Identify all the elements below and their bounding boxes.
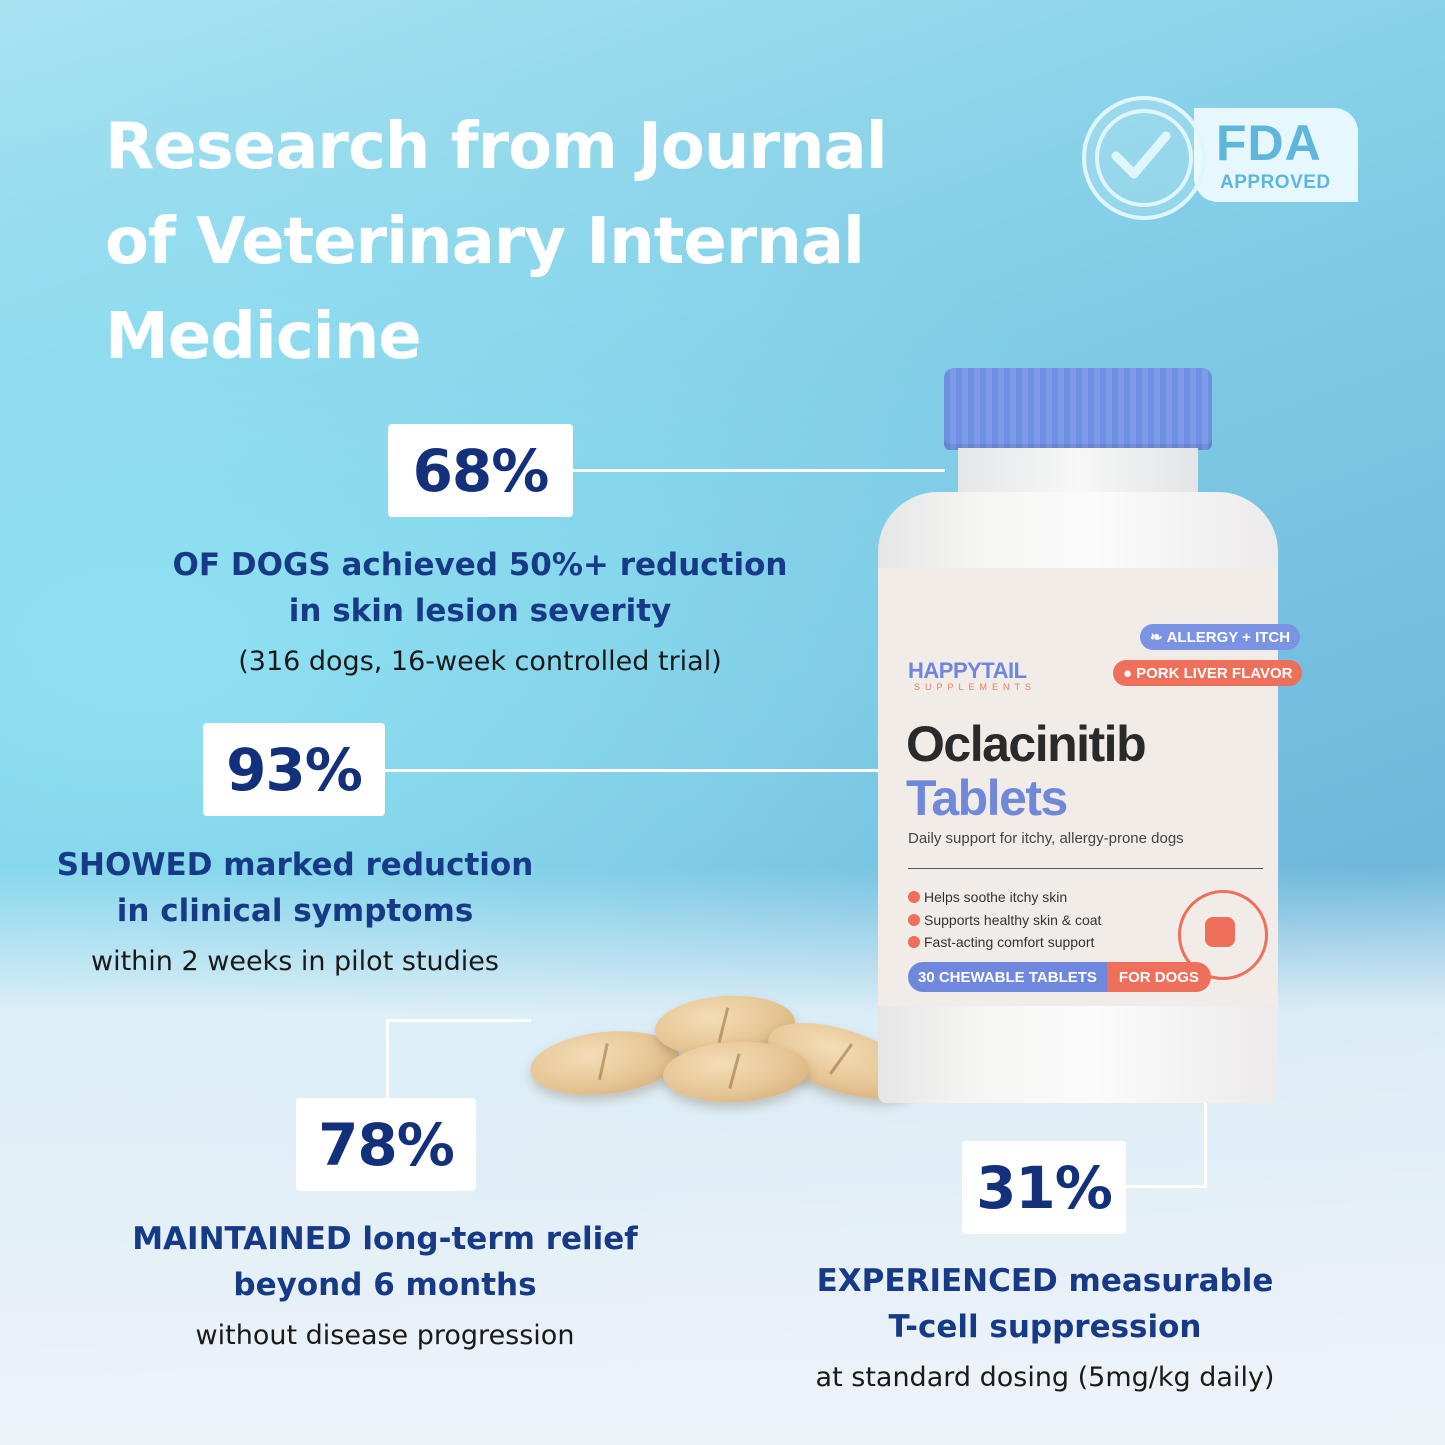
stat-caption: MAINTAINED long-term relief beyond 6 mon…	[85, 1216, 685, 1356]
checkmark-icon	[1111, 131, 1171, 179]
stat-caption: OF DOGS achieved 50%+ reduction in skin …	[130, 542, 830, 682]
flavor-badge: ● PORK LIVER FLAVOR	[1113, 660, 1303, 686]
brand-subtitle: SUPPLEMENTS	[914, 682, 1037, 692]
product-type: Tablets	[906, 770, 1068, 826]
stat-headline: OF DOGS achieved 50%+ reduction in skin …	[172, 547, 788, 629]
pig-icon: ●	[1123, 664, 1133, 682]
vet-approved-seal	[1178, 890, 1268, 980]
stat-detail: within 2 weeks in pilot studies	[91, 946, 499, 977]
leaf-icon: ❧	[1150, 629, 1163, 646]
headline: Research from Journal of Veterinary Inte…	[105, 110, 888, 374]
plus-icon	[908, 913, 920, 926]
benefit-list: Helps soothe itchy skin Supports healthy…	[908, 886, 1101, 954]
stat-value: 93%	[203, 723, 385, 816]
plus-icon	[908, 936, 920, 948]
badge-circle	[1082, 96, 1206, 220]
stat-detail: at standard dosing (5mg/kg daily)	[815, 1362, 1275, 1393]
brand-logo: HAPPYTAIL SUPPLEMENTS	[908, 658, 1036, 692]
stat-headline: EXPERIENCED measurable T-cell suppressio…	[816, 1263, 1274, 1345]
product-bottle: HAPPYTAIL SUPPLEMENTS ❧ ALLERGY + ITCH ●…	[878, 368, 1303, 1103]
connector-line-2	[385, 769, 880, 772]
product-tagline: Daily support for itchy, allergy-prone d…	[908, 830, 1184, 847]
stat-value: 78%	[296, 1098, 476, 1191]
fda-approved-badge: FDA APPROVED	[1082, 96, 1362, 220]
connector-line-4-vert	[1204, 1100, 1207, 1188]
connector-line-1	[573, 469, 945, 472]
divider	[908, 868, 1263, 869]
stat-caption: SHOWED marked reduction in clinical symp…	[20, 842, 570, 982]
stat-headline: SHOWED marked reduction in clinical symp…	[56, 847, 534, 929]
plus-icon	[908, 891, 920, 903]
stat-value: 31%	[962, 1141, 1126, 1234]
connector-line-3-vert	[386, 1019, 389, 1099]
medical-cross-icon	[1205, 917, 1235, 947]
badge-title: FDA	[1216, 115, 1322, 171]
stat-detail: without disease progression	[195, 1320, 575, 1351]
benefit-item: Supports healthy skin & coat	[908, 909, 1101, 932]
stat-headline: MAINTAINED long-term relief beyond 6 mon…	[132, 1221, 638, 1303]
brand-name: HAPPYTAIL	[908, 658, 1027, 683]
badge-subtitle: APPROVED	[1220, 172, 1331, 193]
stat-caption: EXPERIENCED measurable T-cell suppressio…	[745, 1258, 1345, 1398]
allergy-badge: ❧ ALLERGY + ITCH	[1140, 624, 1301, 650]
benefit-item: Fast-acting comfort support	[908, 931, 1101, 954]
connector-line-3-top	[386, 1019, 531, 1022]
tablet-count: 30 CHEWABLE TABLETS	[908, 962, 1107, 992]
product-name: Oclacinitib	[906, 716, 1147, 772]
connector-line-4-horiz	[1126, 1185, 1207, 1188]
tablet-count-bar: 30 CHEWABLE TABLETS FOR DOGS	[908, 962, 1211, 992]
bottle-cap	[944, 368, 1212, 450]
badge-tag	[1194, 108, 1358, 202]
stat-detail: (316 dogs, 16-week controlled trial)	[238, 646, 722, 677]
benefit-item: Helps soothe itchy skin	[908, 886, 1101, 909]
stat-value: 68%	[388, 424, 573, 517]
